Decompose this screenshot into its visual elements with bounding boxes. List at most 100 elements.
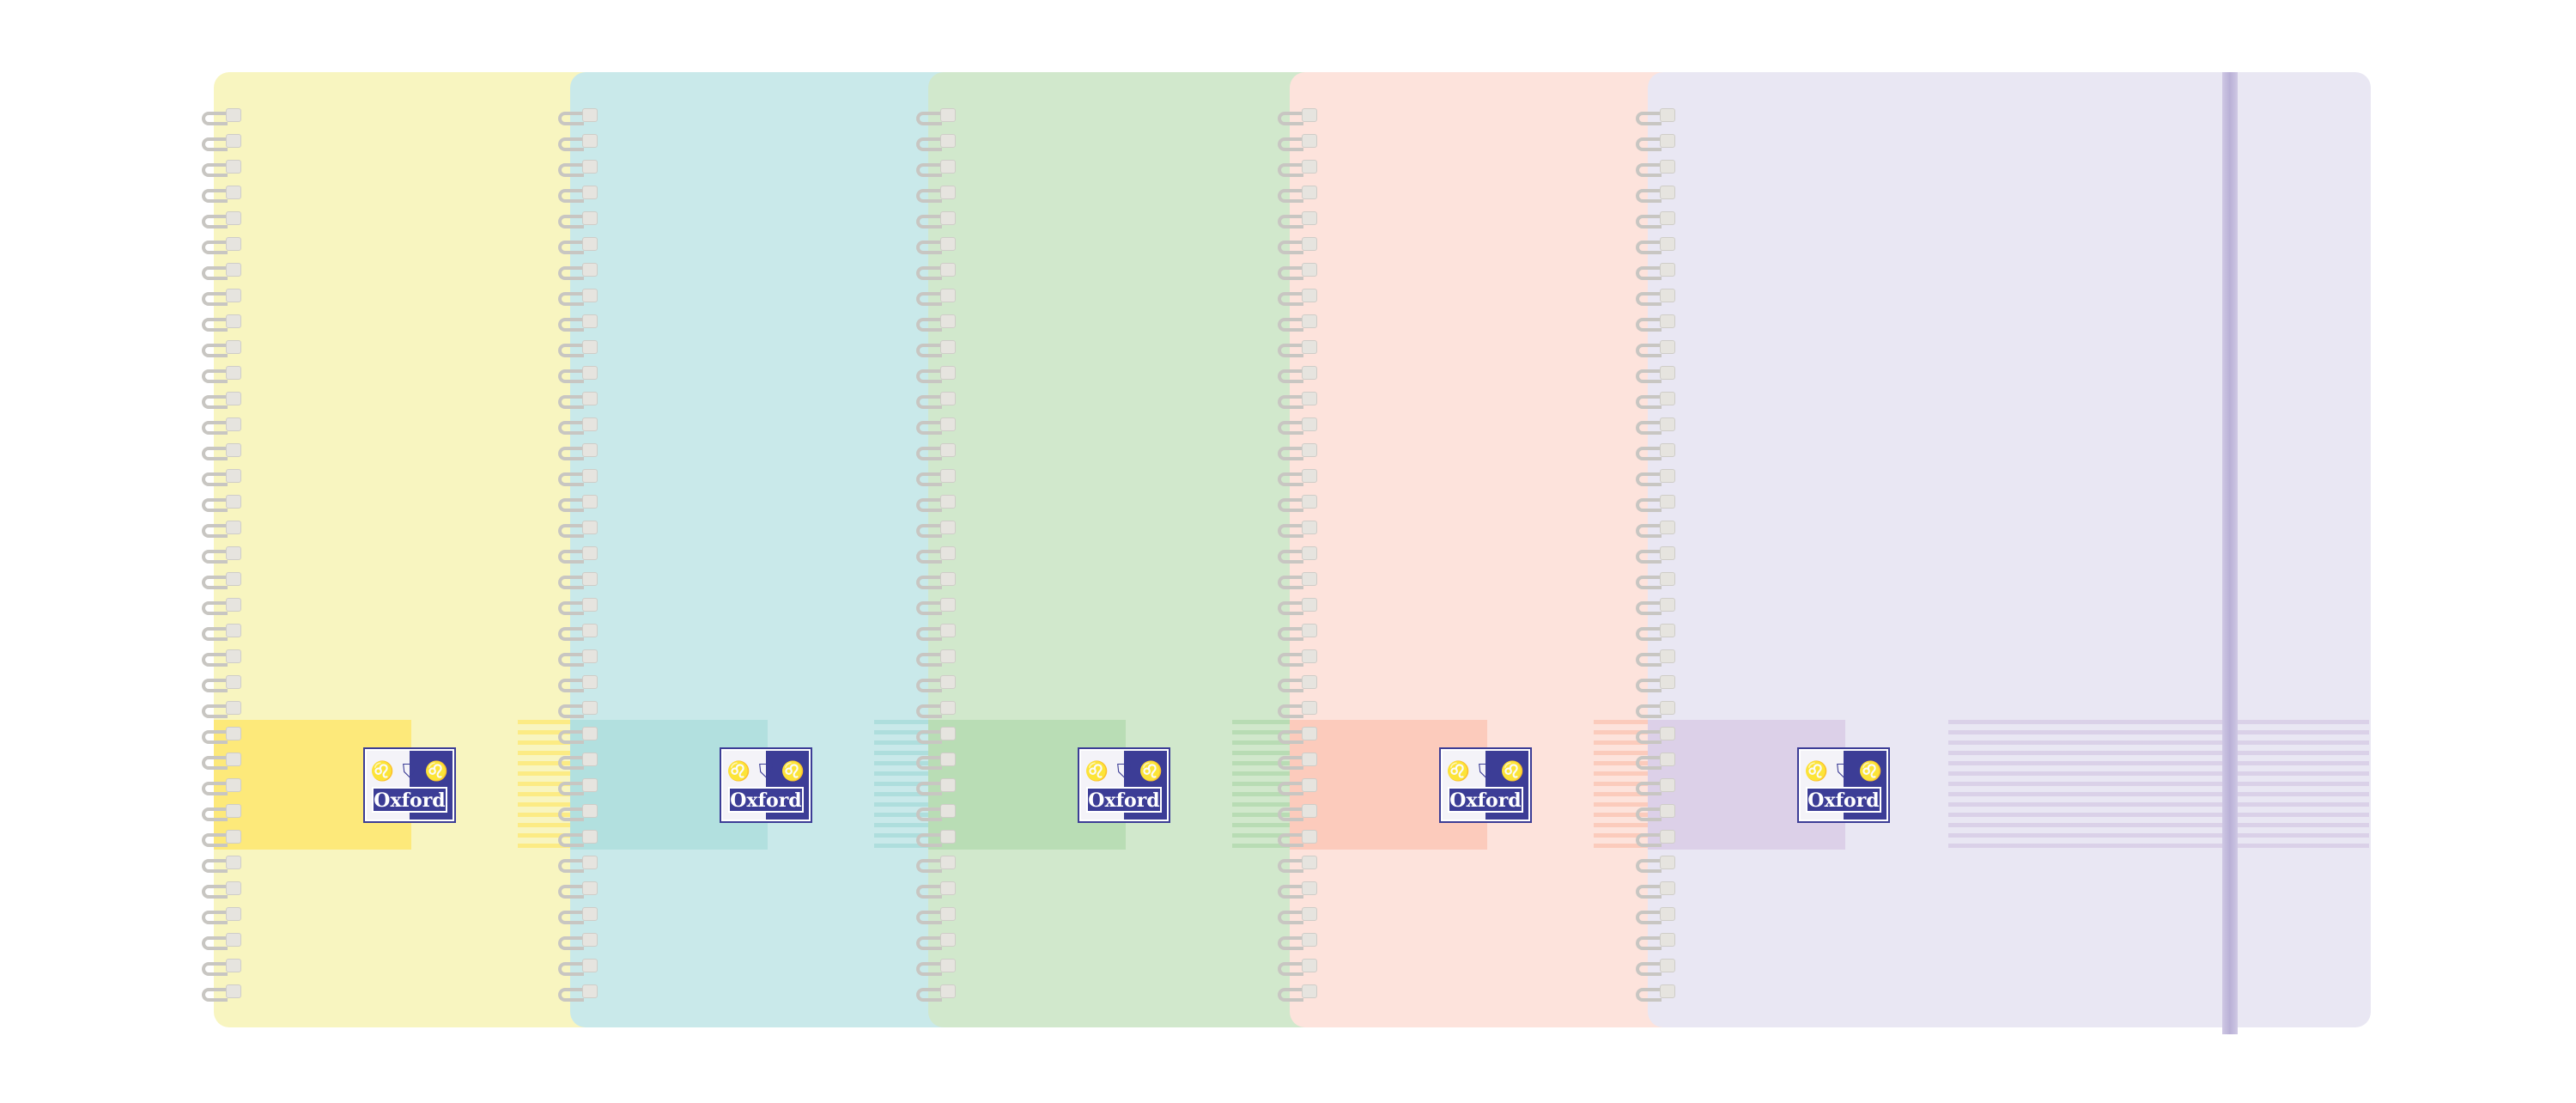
spiral-ring: [1278, 417, 1321, 436]
spiral-ring: [202, 753, 245, 771]
logo-wordmark: Oxford: [1448, 787, 1523, 813]
spiral-ring: [1636, 289, 1679, 308]
spiral-ring: [916, 443, 959, 462]
spiral-ring: [1278, 443, 1321, 462]
spiral-ring: [558, 546, 601, 565]
spiral-ring: [1278, 959, 1321, 978]
spiral-ring: [1278, 881, 1321, 900]
spiral-ring: [202, 263, 245, 282]
spiral-ring: [202, 830, 245, 849]
spiral-ring: [1636, 340, 1679, 359]
spiral-ring: [916, 392, 959, 411]
spiral-ring: [916, 263, 959, 282]
spiral-ring: [916, 314, 959, 333]
spiral-ring: [1278, 186, 1321, 204]
spiral-ring: [1278, 263, 1321, 282]
spiral-ring: [202, 495, 245, 514]
lion-crest-icon: ♌ ⛉ ♌: [1804, 760, 1883, 783]
spiral-ring: [558, 727, 601, 746]
spiral-ring: [916, 211, 959, 230]
logo-wordmark: Oxford: [1086, 787, 1162, 813]
spiral-ring: [916, 546, 959, 565]
spiral-ring: [1278, 211, 1321, 230]
spiral-ring: [202, 340, 245, 359]
spiral-ring: [202, 469, 245, 488]
spiral-ring: [202, 314, 245, 333]
spiral-ring: [916, 289, 959, 308]
spiral-ring: [558, 856, 601, 874]
spiral-ring: [558, 881, 601, 900]
spiral-ring: [202, 108, 245, 127]
spiral-ring: [916, 237, 959, 256]
spiral-ring: [1636, 237, 1679, 256]
spiral-ring: [1278, 753, 1321, 771]
spiral-ring: [916, 160, 959, 179]
spiral-ring: [1278, 237, 1321, 256]
spiral-ring: [1636, 856, 1679, 874]
spiral-ring: [558, 392, 601, 411]
logo-wordmark: Oxford: [728, 787, 804, 813]
spiral-ring: [558, 649, 601, 668]
spiral-ring: [1636, 907, 1679, 926]
spiral-ring: [1278, 366, 1321, 385]
spiral-ring: [916, 186, 959, 204]
spiral-ring: [1278, 727, 1321, 746]
spiral-ring: [1636, 392, 1679, 411]
spiral-ring: [916, 727, 959, 746]
spiral-ring: [1278, 469, 1321, 488]
spiral-ring: [202, 289, 245, 308]
spiral-ring: [558, 340, 601, 359]
spiral-ring: [558, 521, 601, 539]
stripe-pattern: [1948, 720, 2369, 850]
spiral-ring: [202, 649, 245, 668]
spiral-ring: [1278, 289, 1321, 308]
spiral-ring: [916, 469, 959, 488]
spiral-ring: [916, 521, 959, 539]
spiral-ring: [1636, 624, 1679, 643]
spiral-ring: [1278, 649, 1321, 668]
spiral-ring: [1636, 521, 1679, 539]
spiral-ring: [916, 753, 959, 771]
spiral-ring: [1636, 160, 1679, 179]
spiral-ring: [916, 366, 959, 385]
elastic-band: [2222, 72, 2238, 1034]
spiral-ring: [1278, 160, 1321, 179]
spiral-ring: [916, 959, 959, 978]
spiral-ring: [916, 701, 959, 720]
spiral-ring: [202, 572, 245, 591]
spiral-ring: [1636, 495, 1679, 514]
spiral-ring: [1636, 753, 1679, 771]
spiral-ring: [1278, 675, 1321, 694]
spiral-ring: [1278, 701, 1321, 720]
lion-crest-icon: ♌ ⛉ ♌: [370, 760, 449, 783]
spiral-ring: [558, 984, 601, 1003]
lion-crest-icon: ♌ ⛉ ♌: [1084, 760, 1163, 783]
spiral-ring: [1636, 959, 1679, 978]
spiral-ring: [202, 417, 245, 436]
spiral-ring: [1278, 108, 1321, 127]
spiral-ring: [558, 753, 601, 771]
spiral-ring: [1636, 469, 1679, 488]
spiral-ring: [1278, 598, 1321, 617]
spiral-ring: [558, 830, 601, 849]
spiral-ring: [202, 881, 245, 900]
spiral-ring: [1636, 572, 1679, 591]
spiral-ring: [1636, 108, 1679, 127]
spiral-ring: [916, 340, 959, 359]
spiral-ring: [1636, 649, 1679, 668]
spiral-ring: [916, 881, 959, 900]
spiral-ring: [202, 546, 245, 565]
spiral-ring: [1278, 572, 1321, 591]
spiral-ring: [916, 108, 959, 127]
spiral-ring: [202, 211, 245, 230]
oxford-logo: ♌ ⛉ ♌ Oxford: [1078, 747, 1170, 823]
spiral-ring: [1636, 984, 1679, 1003]
spiral-ring: [202, 160, 245, 179]
spiral-ring: [558, 469, 601, 488]
spiral-ring: [1278, 314, 1321, 333]
spiral-ring: [916, 624, 959, 643]
spiral-ring: [916, 804, 959, 823]
lion-crest-icon: ♌ ⛉ ♌: [1446, 760, 1525, 783]
spiral-ring: [558, 211, 601, 230]
spiral-ring: [1636, 701, 1679, 720]
